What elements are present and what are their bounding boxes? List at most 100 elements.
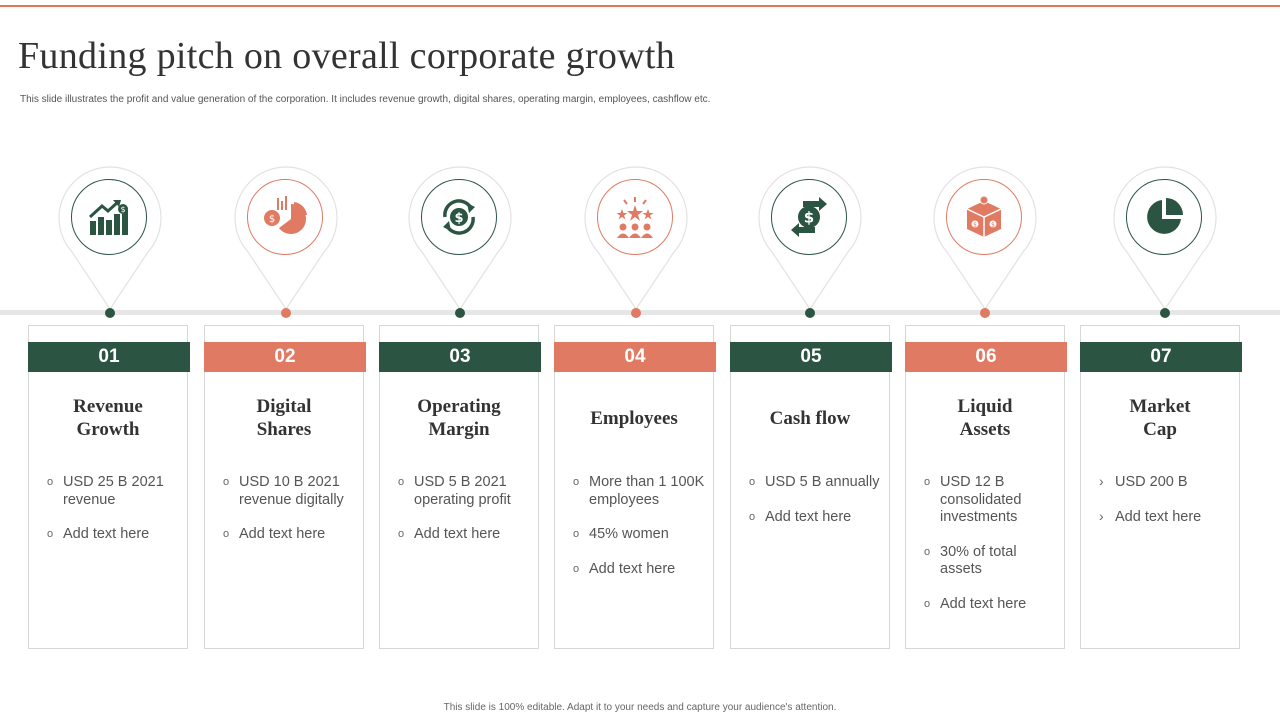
svg-text:$: $ <box>269 214 275 225</box>
bullet-circle-icon: o <box>573 562 580 575</box>
bullet-circle-icon: o <box>573 528 580 540</box>
bullet-text: USD 10 B 2021 revenue digitally <box>239 474 344 508</box>
step-title-line: Market <box>1129 396 1191 417</box>
icon-circle <box>1126 179 1202 255</box>
bullet-circle-icon: o <box>749 510 756 523</box>
operating-margin-icon: $ <box>437 195 481 239</box>
bullet-text: 45% women <box>589 526 669 542</box>
step-title: Liquid Assets <box>906 390 1064 446</box>
step-title-line: Assets <box>959 419 1011 440</box>
bullet-text: Add text here <box>1115 508 1202 525</box>
bullet-text: Add text here <box>589 560 676 577</box>
bullet-item: o Add text here <box>573 561 705 579</box>
step-title-line: Cash flow <box>769 407 851 429</box>
timeline-dot <box>1160 308 1170 318</box>
bullet-circle-icon: o <box>924 597 931 610</box>
bullet-item: o 45% women <box>573 526 705 544</box>
svg-text:$: $ <box>454 211 463 226</box>
bullet-text: More than 1 100K employees <box>589 474 705 508</box>
step-card-liquid-assets: 06 Liquid Assets o USD 12 B consolidated inv… <box>905 325 1067 649</box>
digital-shares-icon: $ <box>261 196 309 238</box>
bullet-text: USD 25 B 2021 revenue <box>63 474 164 508</box>
icon-circle: $ <box>71 179 147 255</box>
bullet-circle-icon: o <box>398 476 405 488</box>
step-title: Employees <box>555 390 713 446</box>
bullet-item: o USD 25 B 2021 revenue <box>47 474 179 509</box>
bullet-text: Add text here <box>239 526 326 542</box>
bullet-item: o USD 5 B annually <box>749 474 881 492</box>
bullet-item: o Add text here <box>398 526 530 544</box>
step-title-line: Cap <box>1143 419 1177 440</box>
bullet-item: o USD 10 B 2021 revenue digitally <box>223 474 355 509</box>
step-number-badge: 03 <box>379 342 541 372</box>
step-title: Digital Shares <box>205 390 363 446</box>
map-pin-employees <box>584 166 688 310</box>
step-number-badge: 02 <box>204 342 366 372</box>
bullet-text: Add text here <box>414 526 501 542</box>
svg-text:$: $ <box>973 222 977 229</box>
liquid-assets-icon: $ $ <box>963 195 1005 239</box>
top-accent-line <box>0 5 1280 7</box>
bullet-text: Add text here <box>765 508 852 525</box>
step-card-employees: 04 Employees o More than 1 100K employees o 4… <box>554 325 716 649</box>
map-pin-liquid-assets: $ $ <box>933 166 1037 310</box>
timeline-dot <box>805 308 815 318</box>
bullet-circle-icon: o <box>398 528 405 540</box>
bullet-text: Add text here <box>940 595 1027 612</box>
page-title: Funding pitch on overall corporate growt… <box>18 35 676 77</box>
step-bullet-list: o USD 5 B 2021 operating profit o Add text … <box>398 474 530 561</box>
step-title-line: Revenue <box>73 396 143 417</box>
svg-text:$: $ <box>991 222 995 229</box>
footer-note: This slide is 100% editable. Adapt it to… <box>443 702 837 713</box>
icon-circle: $ <box>421 179 497 255</box>
icon-circle: $ <box>771 179 847 255</box>
bullet-circle-icon: o <box>749 476 756 488</box>
bullet-text: USD 5 B 2021 operating profit <box>414 474 511 508</box>
step-card-cash-flow: 05 Cash flow o USD 5 B annually o Add text he… <box>730 325 892 649</box>
step-title-line: Liquid <box>957 396 1013 417</box>
map-pin-operating-margin: $ <box>408 166 512 310</box>
page-subtitle: This slide illustrates the profit and va… <box>20 94 711 105</box>
step-title-line: Shares <box>256 419 312 440</box>
step-number-badge: 06 <box>905 342 1067 372</box>
step-title: Cash flow <box>731 390 889 446</box>
step-title-line: Margin <box>428 419 490 440</box>
icon-circle <box>597 179 673 255</box>
chevron-right-icon: › <box>1099 507 1104 524</box>
bullet-item: o More than 1 100K employees <box>573 474 705 509</box>
timeline-dot <box>281 308 291 318</box>
bullet-item: › Add text here <box>1099 507 1231 527</box>
icon-circle: $ $ <box>946 179 1022 255</box>
step-title-line: Operating <box>417 396 501 417</box>
step-title: Market Cap <box>1081 390 1239 446</box>
bullet-text: Add text here <box>63 526 150 542</box>
step-card-revenue-growth: 01 Revenue Growth o USD 25 B 2021 revenue o Ad… <box>28 325 190 649</box>
bullet-text: 30% of total assets <box>940 543 1017 578</box>
bullet-item: o Add text here <box>924 596 1056 614</box>
step-title: Operating Margin <box>380 390 538 446</box>
bullet-circle-icon: o <box>47 528 54 540</box>
timeline-dot <box>980 308 990 318</box>
step-title: Revenue Growth <box>29 390 187 446</box>
bullet-text: USD 200 B <box>1115 474 1188 490</box>
timeline-dot <box>455 308 465 318</box>
step-title-line: Growth <box>76 419 140 440</box>
bullet-circle-icon: o <box>223 476 230 488</box>
bullet-item: o 30% of total assets <box>924 544 1056 579</box>
step-number-badge: 07 <box>1080 342 1242 372</box>
step-bullet-list: o More than 1 100K employees o 45% women o Ad… <box>573 474 705 595</box>
employees-icon <box>612 196 658 238</box>
step-bullet-list: o USD 12 B consolidated investments o 30% o… <box>924 474 1056 630</box>
step-title-line: Employees <box>590 407 678 429</box>
bullet-item: o Add text here <box>47 526 179 544</box>
step-card-market-cap: 07 Market Cap › USD 200 B › Add text here <box>1080 325 1242 649</box>
step-title-line: Digital <box>256 396 312 417</box>
step-bullet-list: o USD 5 B annually o Add text here <box>749 474 881 543</box>
revenue-growth-icon: $ <box>87 197 131 237</box>
bullet-item: o USD 5 B 2021 operating profit <box>398 474 530 509</box>
step-bullet-list: › USD 200 B › Add text here <box>1099 473 1231 543</box>
cash-flow-icon: $ <box>789 195 829 239</box>
market-cap-icon <box>1143 196 1185 238</box>
step-bullet-list: o USD 25 B 2021 revenue o Add text here <box>47 474 179 561</box>
chevron-right-icon: › <box>1099 473 1104 489</box>
